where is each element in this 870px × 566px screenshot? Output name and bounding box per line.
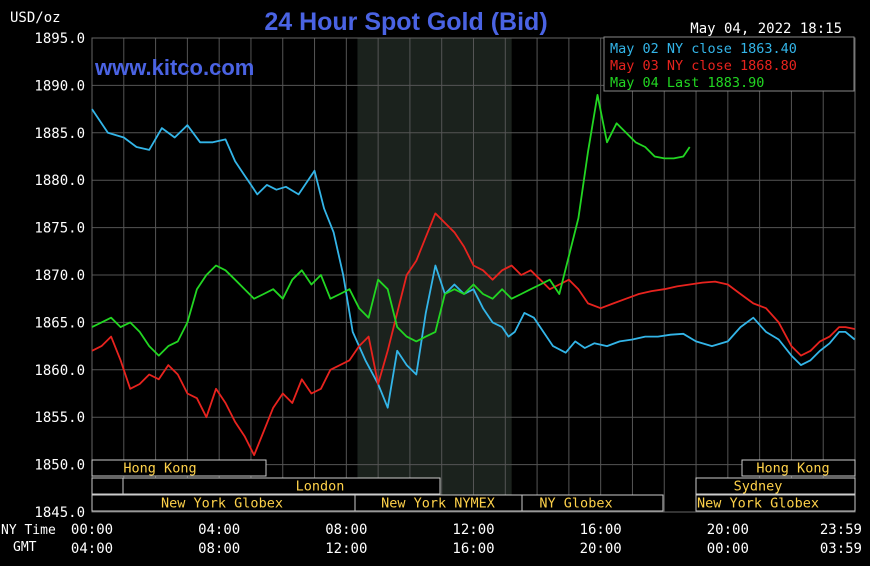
legend-entry: May 03 NY close 1868.80 <box>610 58 797 74</box>
y-tick-label: 1880.0 <box>34 173 85 189</box>
session-bar <box>695 494 856 512</box>
x-tick-gmt: 04:00 <box>71 541 113 557</box>
session-bar <box>521 494 664 512</box>
legend-entry: May 02 NY close 1863.40 <box>610 41 797 57</box>
x-tick-gmt: 03:59 <box>820 541 862 557</box>
x-tick-gmt: 12:00 <box>325 541 367 557</box>
y-tick-label: 1850.0 <box>34 458 85 474</box>
x-tick-gmt: 16:00 <box>452 541 494 557</box>
plot-frame <box>91 37 856 513</box>
y-tick-label: 1870.0 <box>34 268 85 284</box>
x-axis-ticks: 00:00 04:00 04:00 08:00 08:00 12:00 12:00 16:00… <box>71 522 862 557</box>
session-label-sydney: Sydney <box>734 479 783 495</box>
series-lines <box>91 94 856 457</box>
session-bar <box>741 459 856 477</box>
x-tick-ny: 16:00 <box>580 522 622 538</box>
session-bars: Hong Kong London New York Globex New York N… <box>91 459 856 512</box>
x-tick-gmt: 20:00 <box>580 541 622 557</box>
y-tick-label: 1855.0 <box>34 410 85 426</box>
x-tick-ny: 04:00 <box>198 522 240 538</box>
session-bar <box>122 477 441 495</box>
x-tick-gmt: 08:00 <box>198 541 240 557</box>
y-tick-label: 1860.0 <box>34 363 85 379</box>
ny-time-label: NY Time <box>1 523 56 538</box>
session-label-ny-nymex: New York NYMEX <box>381 496 495 512</box>
legend-entry: May 04 Last 1883.90 <box>610 75 764 91</box>
session-bar <box>91 477 124 495</box>
legend <box>603 36 855 92</box>
series-line-2 <box>91 94 691 357</box>
timestamp: May 04, 2022 18:15 <box>690 21 842 37</box>
x-tick-gmt: 00:00 <box>707 541 749 557</box>
series-line-0 <box>91 108 856 409</box>
watermark: www.kitco.com <box>94 55 254 80</box>
y-tick-label: 1895.0 <box>34 31 85 47</box>
session-label-hong-kong-left: Hong Kong <box>123 461 196 477</box>
chart-title: 24 Hour Spot Gold (Bid) <box>264 8 547 36</box>
y-tick-label: 1890.0 <box>34 78 85 94</box>
y-tick-label: 1875.0 <box>34 221 85 237</box>
x-tick-ny: 12:00 <box>452 522 494 538</box>
session-label-ny-globex-mid: NY Globex <box>539 496 612 512</box>
y-axis-ticks: 1895.0 1890.0 1885.0 1880.0 1875.0 1870.0 1865… <box>34 31 85 521</box>
session-label-ny-globex-left: New York Globex <box>161 496 283 512</box>
y-tick-label: 1865.0 <box>34 315 85 331</box>
gmt-label: GMT <box>13 540 37 555</box>
session-label-hong-kong-right: Hong Kong <box>756 461 829 477</box>
x-tick-ny: 20:00 <box>707 522 749 538</box>
session-bar <box>91 459 267 477</box>
session-label-london: London <box>296 479 345 495</box>
series-line-1 <box>91 212 855 457</box>
x-tick-ny: 23:59 <box>820 522 862 538</box>
session-label-ny-globex-right: New York Globex <box>697 496 819 512</box>
unit-label: USD/oz <box>10 10 61 26</box>
x-tick-ny: 00:00 <box>71 522 113 538</box>
session-bar <box>695 477 856 495</box>
y-tick-label: 1845.0 <box>34 505 85 521</box>
y-tick-label: 1885.0 <box>34 126 85 142</box>
x-tick-ny: 08:00 <box>325 522 367 538</box>
